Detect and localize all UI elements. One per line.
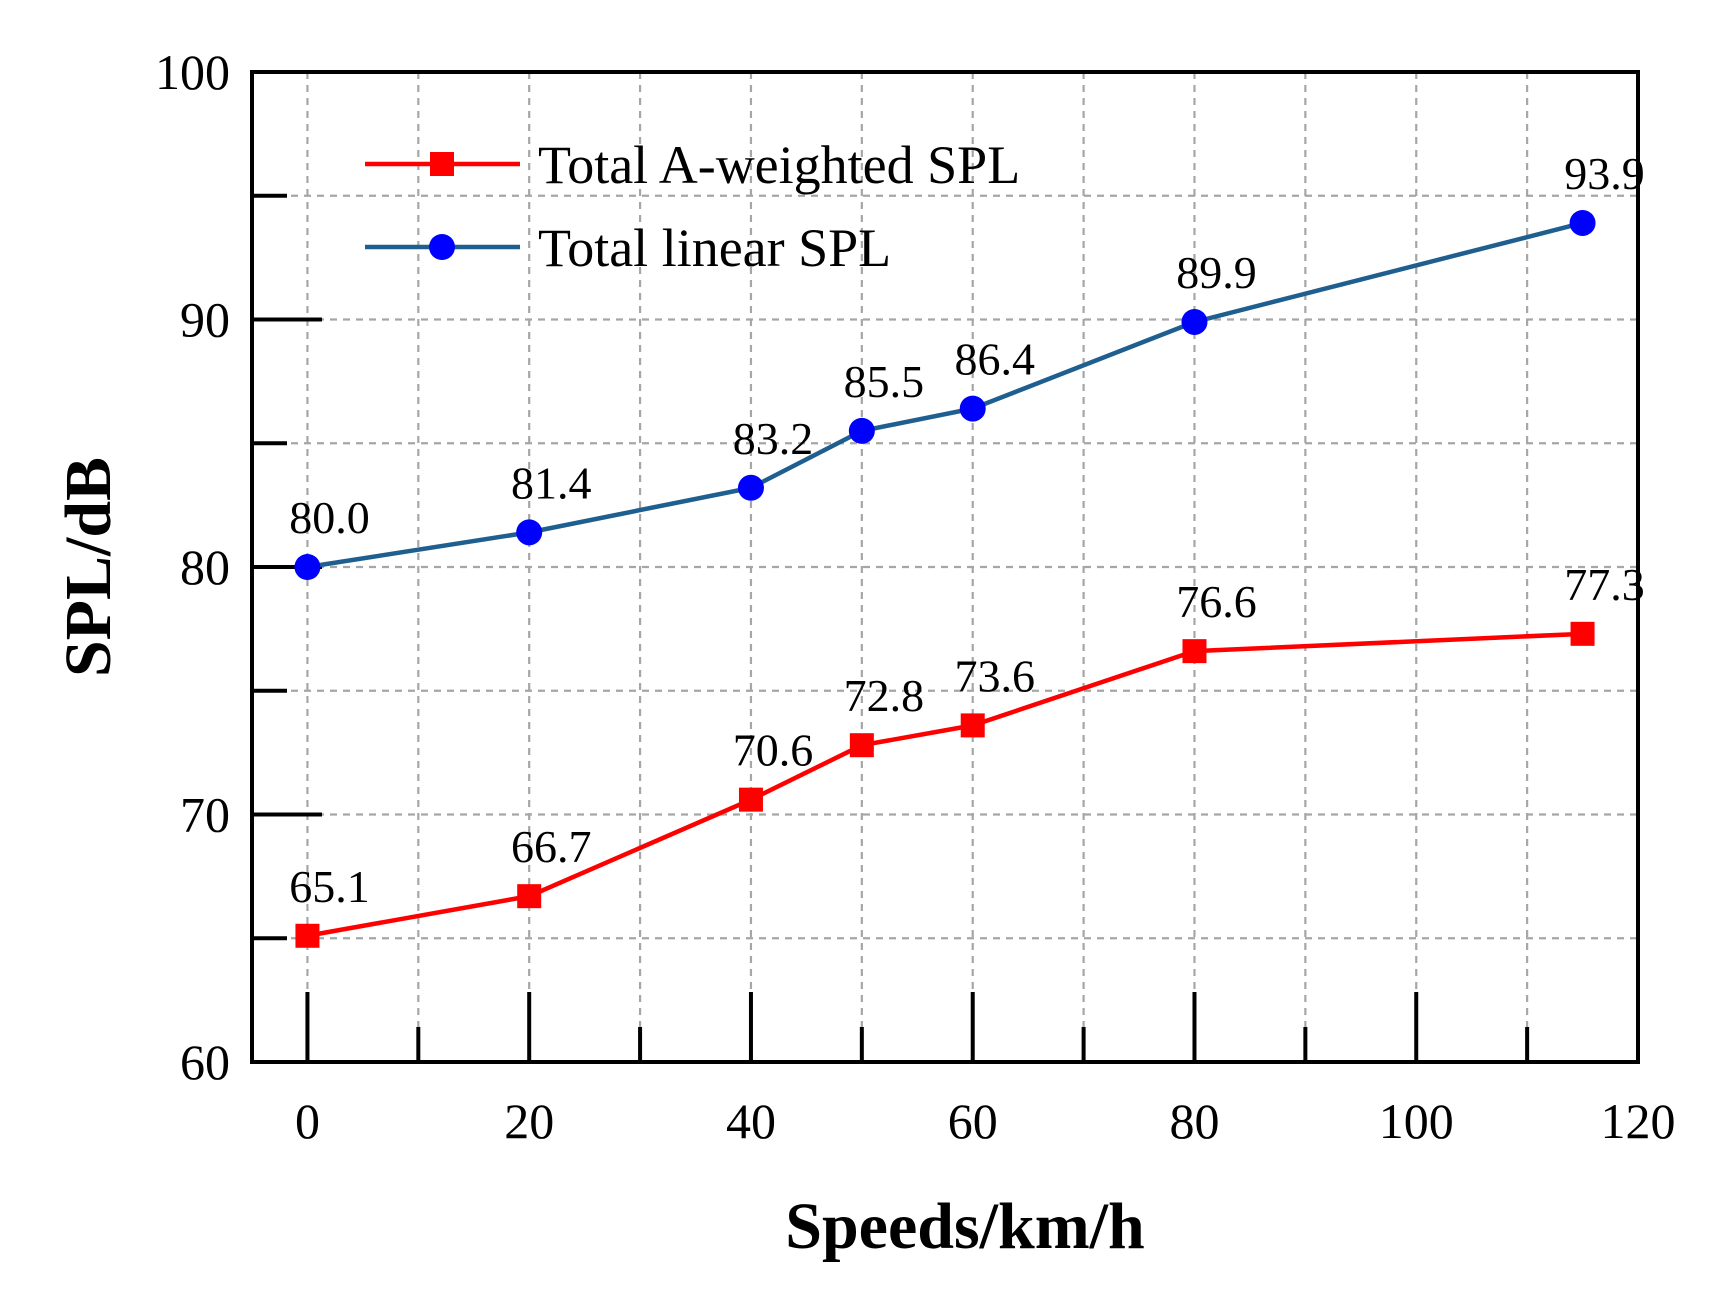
series-linear <box>294 209 1596 580</box>
x-tick-label: 20 <box>504 1093 554 1149</box>
data-label: 81.4 <box>511 457 592 508</box>
series-line <box>307 220 1584 570</box>
data-point <box>737 474 764 501</box>
x-axis-title: Speeds/km/h <box>785 1190 1144 1263</box>
data-point <box>849 733 874 758</box>
data-point <box>1181 308 1208 335</box>
data-point <box>959 395 986 422</box>
data-label: 83.2 <box>733 413 814 464</box>
data-label: 72.8 <box>844 670 925 721</box>
data-label: 80.0 <box>289 492 370 543</box>
series-a-weighted <box>295 621 1595 948</box>
data-point <box>848 417 875 444</box>
x-tick-label: 40 <box>726 1093 776 1149</box>
legend-label: Total A-weighted SPL <box>538 135 1020 195</box>
legend-item: Total A-weighted SPL <box>365 135 1020 195</box>
data-point <box>516 519 543 546</box>
series-line <box>307 631 1583 938</box>
plot-frame <box>250 70 1640 1064</box>
data-point <box>738 787 763 812</box>
legend-marker <box>430 152 454 176</box>
x-tick-label: 0 <box>295 1093 320 1149</box>
x-tick-label: 100 <box>1379 1093 1454 1149</box>
legend: Total A-weighted SPL Total linear SPL <box>365 135 1020 278</box>
data-point <box>1569 209 1596 236</box>
data-point <box>1570 621 1595 646</box>
data-label: 77.3 <box>1564 559 1645 610</box>
x-tick-label: 60 <box>948 1093 998 1149</box>
data-label: 76.6 <box>1176 576 1257 627</box>
x-tick-label: 80 <box>1169 1093 1219 1149</box>
data-label: 89.9 <box>1176 247 1257 298</box>
x-tick-label: 120 <box>1601 1093 1676 1149</box>
legend-marker <box>429 234 455 260</box>
data-labels: 65.1 66.7 70.6 72.8 73.6 76.6 77.3 80.0 81.4 83.2… <box>289 148 1645 912</box>
axis-ticks <box>252 193 1530 1062</box>
legend-label: Total linear SPL <box>538 218 891 278</box>
y-tick-labels: 60 70 80 90 100 <box>155 44 230 1090</box>
data-label: 85.5 <box>844 356 925 407</box>
y-tick-label: 90 <box>180 292 230 348</box>
data-label: 70.6 <box>733 725 814 776</box>
data-point <box>1182 639 1207 664</box>
data-label: 65.1 <box>289 861 370 912</box>
x-tick-labels: 0 20 40 60 80 100 120 <box>295 1093 1676 1149</box>
data-point <box>295 923 320 948</box>
data-label: 86.4 <box>954 334 1035 385</box>
data-point <box>960 713 985 738</box>
y-tick-label: 70 <box>180 787 230 843</box>
y-tick-label: 60 <box>180 1034 230 1090</box>
data-point <box>294 554 321 580</box>
grid <box>252 72 1638 1062</box>
data-label: 73.6 <box>954 650 1035 701</box>
data-label: 66.7 <box>511 821 592 872</box>
series-layer <box>294 209 1596 948</box>
data-label: 93.9 <box>1564 148 1645 199</box>
y-axis-title: SPL/dB <box>52 457 125 677</box>
y-tick-label: 100 <box>155 44 230 100</box>
y-tick-label: 80 <box>180 539 230 595</box>
data-point <box>517 884 542 909</box>
legend-item: Total linear SPL <box>365 218 891 278</box>
